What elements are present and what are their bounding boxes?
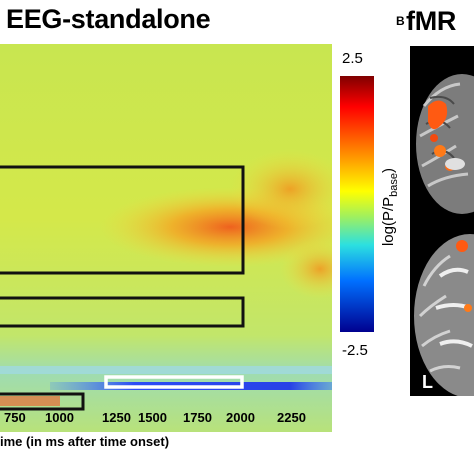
colorbar-label-end: ) (380, 167, 397, 173)
roi-box-lower (0, 392, 85, 411)
colorbar-label-sub: base (388, 172, 400, 197)
x-tick-label: 2250 (277, 410, 306, 425)
heatmap-warm-region (230, 149, 332, 229)
x-tick-label: 2000 (226, 410, 255, 425)
brain-panel (410, 46, 474, 396)
activation-cluster (428, 100, 448, 130)
x-tick-label: 1750 (183, 410, 212, 425)
colorbar-label-main: log(P/P (380, 196, 397, 247)
panel-b-label: B (396, 14, 405, 28)
colorbar-label: log(P/Pbase) (380, 147, 400, 267)
x-tick-label: 1250 (102, 410, 131, 425)
colorbar-max-label: 2.5 (342, 50, 363, 67)
x-axis-label: ime (in ms after time onset) (0, 434, 170, 449)
heatmap-cool-band (0, 366, 332, 374)
roi-box-white (104, 375, 244, 389)
colorbar-min-label: -2.5 (342, 342, 368, 359)
x-tick-label: 1000 (45, 410, 74, 425)
activation-cluster (456, 240, 468, 252)
chart-title: EEG-standalone (6, 4, 211, 34)
x-tick-label: 1500 (138, 410, 167, 425)
view-orientation-label: L (422, 372, 433, 392)
activation-cluster (430, 134, 438, 142)
x-tick-label: 750 (4, 410, 26, 425)
colorbar (340, 76, 374, 332)
activation-cluster (464, 304, 472, 312)
activation-cluster (434, 145, 446, 157)
panel-b-title: fMR (406, 6, 457, 36)
heatmap-warm-region-right (280, 239, 332, 299)
roi-box-upper (0, 165, 245, 275)
heatmap (0, 44, 332, 432)
roi-box-middle (0, 296, 245, 328)
heatmap-lower-red-region (0, 396, 60, 406)
